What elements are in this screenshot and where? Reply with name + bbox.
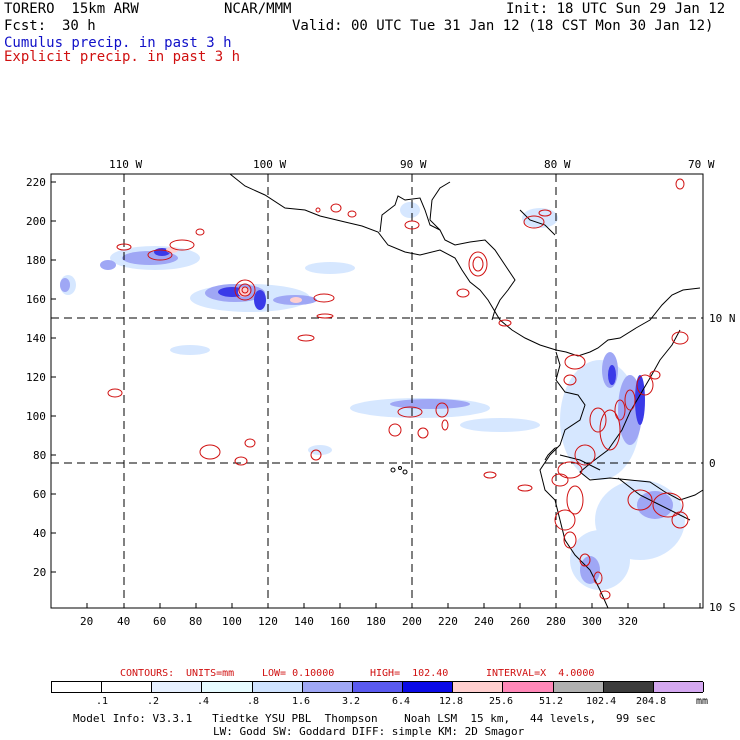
x-tick-label: 60 bbox=[153, 615, 167, 628]
x-tick-label: 160 bbox=[330, 615, 350, 628]
colorbar-swatch bbox=[653, 682, 704, 692]
cumulus-precip-shading bbox=[60, 202, 685, 590]
x-tick-label: 240 bbox=[474, 615, 494, 628]
forecast-label: Fcst: bbox=[4, 18, 47, 34]
y-tick-label: 140 bbox=[26, 332, 46, 345]
explicit-precip-contours bbox=[107, 178, 689, 600]
x-tick-label: 140 bbox=[294, 615, 314, 628]
x-tick-label: 120 bbox=[258, 615, 278, 628]
colorbar-label: 12.8 bbox=[439, 696, 464, 707]
colorbar-label: .1 bbox=[96, 696, 109, 707]
map-frame bbox=[50, 173, 704, 609]
coastlines bbox=[229, 173, 704, 609]
colorbar-label: 6.4 bbox=[392, 696, 411, 707]
legend-explicit: Explicit precip. in past 3 h bbox=[4, 49, 241, 65]
colorbar bbox=[51, 681, 704, 693]
colorbar-label: 102.4 bbox=[586, 696, 617, 707]
contours-high: HIGH= 102.40 bbox=[370, 668, 449, 679]
forecast-hour: 30 h bbox=[62, 18, 96, 34]
y-tick-label: 180 bbox=[26, 254, 46, 267]
colorbar-label: 51.2 bbox=[539, 696, 564, 707]
contours-units: UNITS=mm bbox=[186, 668, 235, 679]
footer-model-info: Model Info: V3.3.1 Tiedtke YSU PBL Thomp… bbox=[73, 712, 656, 725]
model-title: TORERO 15km ARW bbox=[4, 1, 139, 17]
colorbar-swatch bbox=[503, 682, 554, 692]
colorbar-swatch bbox=[202, 682, 253, 692]
x-tick-label: 300 bbox=[582, 615, 602, 628]
y-tick-label: 160 bbox=[26, 293, 46, 306]
y-tick-label: 40 bbox=[33, 527, 47, 540]
x-tick-label: 20 bbox=[80, 615, 94, 628]
colorbar-label: .8 bbox=[247, 696, 260, 707]
colorbar-swatch bbox=[152, 682, 203, 692]
init-time: Init: 18 UTC Sun 29 Jan 12 bbox=[506, 1, 726, 17]
x-tick-label: 80 bbox=[189, 615, 203, 628]
colorbar-label: 204.8 bbox=[636, 696, 667, 707]
colorbar-swatch bbox=[302, 682, 353, 692]
colorbar-swatch bbox=[603, 682, 654, 692]
y-tick-label: 100 bbox=[26, 410, 46, 423]
contours-label: CONTOURS: bbox=[120, 668, 175, 679]
footer-physics-info: LW: Godd SW: Goddard DIFF: simple KM: 2D… bbox=[213, 725, 525, 738]
x-tick-label: 40 bbox=[117, 615, 131, 628]
org-label: NCAR/MMM bbox=[224, 1, 292, 17]
lat-label-10s: 10 S bbox=[709, 601, 736, 614]
contours-interval: INTERVAL=X 4.0000 bbox=[486, 668, 595, 679]
x-tick-label: 100 bbox=[222, 615, 242, 628]
colorbar-swatch bbox=[553, 682, 604, 692]
colorbar-swatch bbox=[252, 682, 303, 692]
lat-label-10n: 10 N bbox=[709, 312, 736, 325]
colorbar-label: 3.2 bbox=[342, 696, 361, 707]
colorbar-swatch bbox=[352, 682, 404, 692]
lon-label-110w: 110 W bbox=[109, 158, 143, 171]
y-tick-label: 200 bbox=[26, 215, 46, 228]
x-tick-label: 200 bbox=[402, 615, 422, 628]
colorbar-label: .4 bbox=[197, 696, 210, 707]
legend-cumulus: Cumulus precip. in past 3 h bbox=[4, 35, 232, 51]
lon-label-80w: 80 W bbox=[544, 158, 571, 171]
lat-lon-grid bbox=[51, 174, 703, 608]
colorbar-label: 1.6 bbox=[292, 696, 311, 707]
x-tick-label: 280 bbox=[546, 615, 566, 628]
x-tick-label: 220 bbox=[438, 615, 458, 628]
x-tick-label: 180 bbox=[366, 615, 386, 628]
x-tick-label: 260 bbox=[510, 615, 530, 628]
axis-ticks bbox=[51, 181, 701, 608]
colorbar-swatch bbox=[453, 682, 504, 692]
y-tick-label: 20 bbox=[33, 566, 47, 579]
colorbar-swatch bbox=[403, 682, 454, 692]
valid-time: Valid: 00 UTC Tue 31 Jan 12 (18 CST Mon … bbox=[292, 18, 714, 34]
x-tick-label: 320 bbox=[618, 615, 638, 628]
y-tick-label: 120 bbox=[26, 371, 46, 384]
y-tick-label: 60 bbox=[33, 488, 47, 501]
lat-label-0: 0 bbox=[709, 457, 716, 470]
colorbar-swatch bbox=[102, 682, 153, 692]
y-tick-label: 80 bbox=[33, 449, 47, 462]
colorbar-unit: mm bbox=[696, 696, 709, 707]
lon-label-90w: 90 W bbox=[400, 158, 427, 171]
y-tick-label: 220 bbox=[26, 176, 46, 189]
colorbar-label: 25.6 bbox=[489, 696, 514, 707]
lon-label-100w: 100 W bbox=[253, 158, 287, 171]
contours-low: LOW= 0.10000 bbox=[262, 668, 335, 679]
colorbar-swatch bbox=[52, 682, 103, 692]
lon-label-70w: 70 W bbox=[688, 158, 715, 171]
colorbar-label: .2 bbox=[147, 696, 160, 707]
